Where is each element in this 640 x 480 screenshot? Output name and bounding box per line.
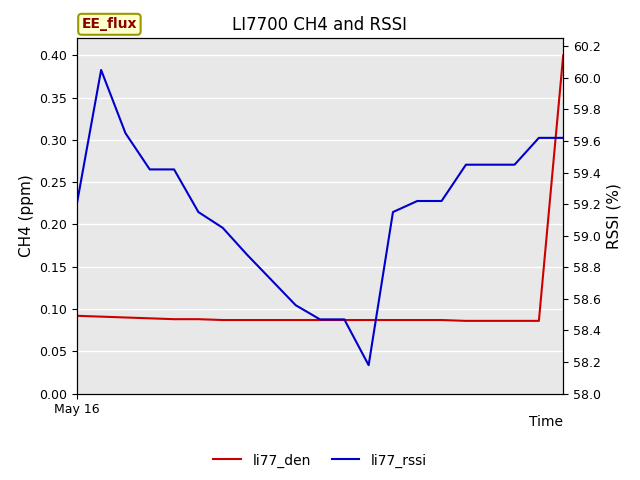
li77_den	[559, 52, 567, 58]
li77_rssi	[268, 277, 275, 283]
li77_rssi	[170, 167, 178, 172]
Y-axis label: CH4 (ppm): CH4 (ppm)	[19, 175, 33, 257]
li77_den	[462, 318, 470, 324]
Title: LI7700 CH4 and RSSI: LI7700 CH4 and RSSI	[232, 16, 408, 34]
li77_rssi	[438, 198, 445, 204]
li77_den	[365, 317, 372, 323]
li77_rssi	[365, 362, 372, 368]
li77_den	[413, 317, 421, 323]
li77_den	[146, 315, 154, 321]
Text: Time: Time	[529, 415, 563, 429]
li77_rssi	[559, 135, 567, 141]
li77_den	[219, 317, 227, 323]
li77_rssi	[389, 209, 397, 215]
li77_den	[97, 314, 105, 320]
li77_den	[486, 318, 494, 324]
Legend: li77_den, li77_rssi: li77_den, li77_rssi	[208, 448, 432, 473]
li77_rssi	[511, 162, 518, 168]
li77_rssi	[462, 162, 470, 168]
Line: li77_rssi: li77_rssi	[77, 70, 563, 365]
li77_den	[243, 317, 251, 323]
li77_rssi	[73, 201, 81, 207]
li77_rssi	[292, 302, 300, 308]
li77_den	[170, 316, 178, 322]
li77_den	[316, 317, 324, 323]
li77_den	[340, 317, 348, 323]
li77_den	[122, 314, 129, 320]
li77_den	[511, 318, 518, 324]
li77_rssi	[97, 67, 105, 73]
li77_den	[195, 316, 202, 322]
li77_rssi	[195, 209, 202, 215]
Y-axis label: RSSI (%): RSSI (%)	[607, 183, 621, 249]
Line: li77_den: li77_den	[77, 55, 563, 321]
li77_rssi	[219, 225, 227, 231]
li77_rssi	[146, 167, 154, 172]
li77_rssi	[535, 135, 543, 141]
li77_rssi	[486, 162, 494, 168]
li77_rssi	[413, 198, 421, 204]
li77_rssi	[316, 316, 324, 322]
Text: EE_flux: EE_flux	[82, 17, 137, 31]
li77_den	[535, 318, 543, 324]
li77_den	[268, 317, 275, 323]
li77_rssi	[340, 316, 348, 322]
li77_den	[389, 317, 397, 323]
li77_den	[292, 317, 300, 323]
li77_rssi	[122, 130, 129, 136]
li77_rssi	[243, 252, 251, 258]
li77_den	[438, 317, 445, 323]
li77_den	[73, 313, 81, 319]
